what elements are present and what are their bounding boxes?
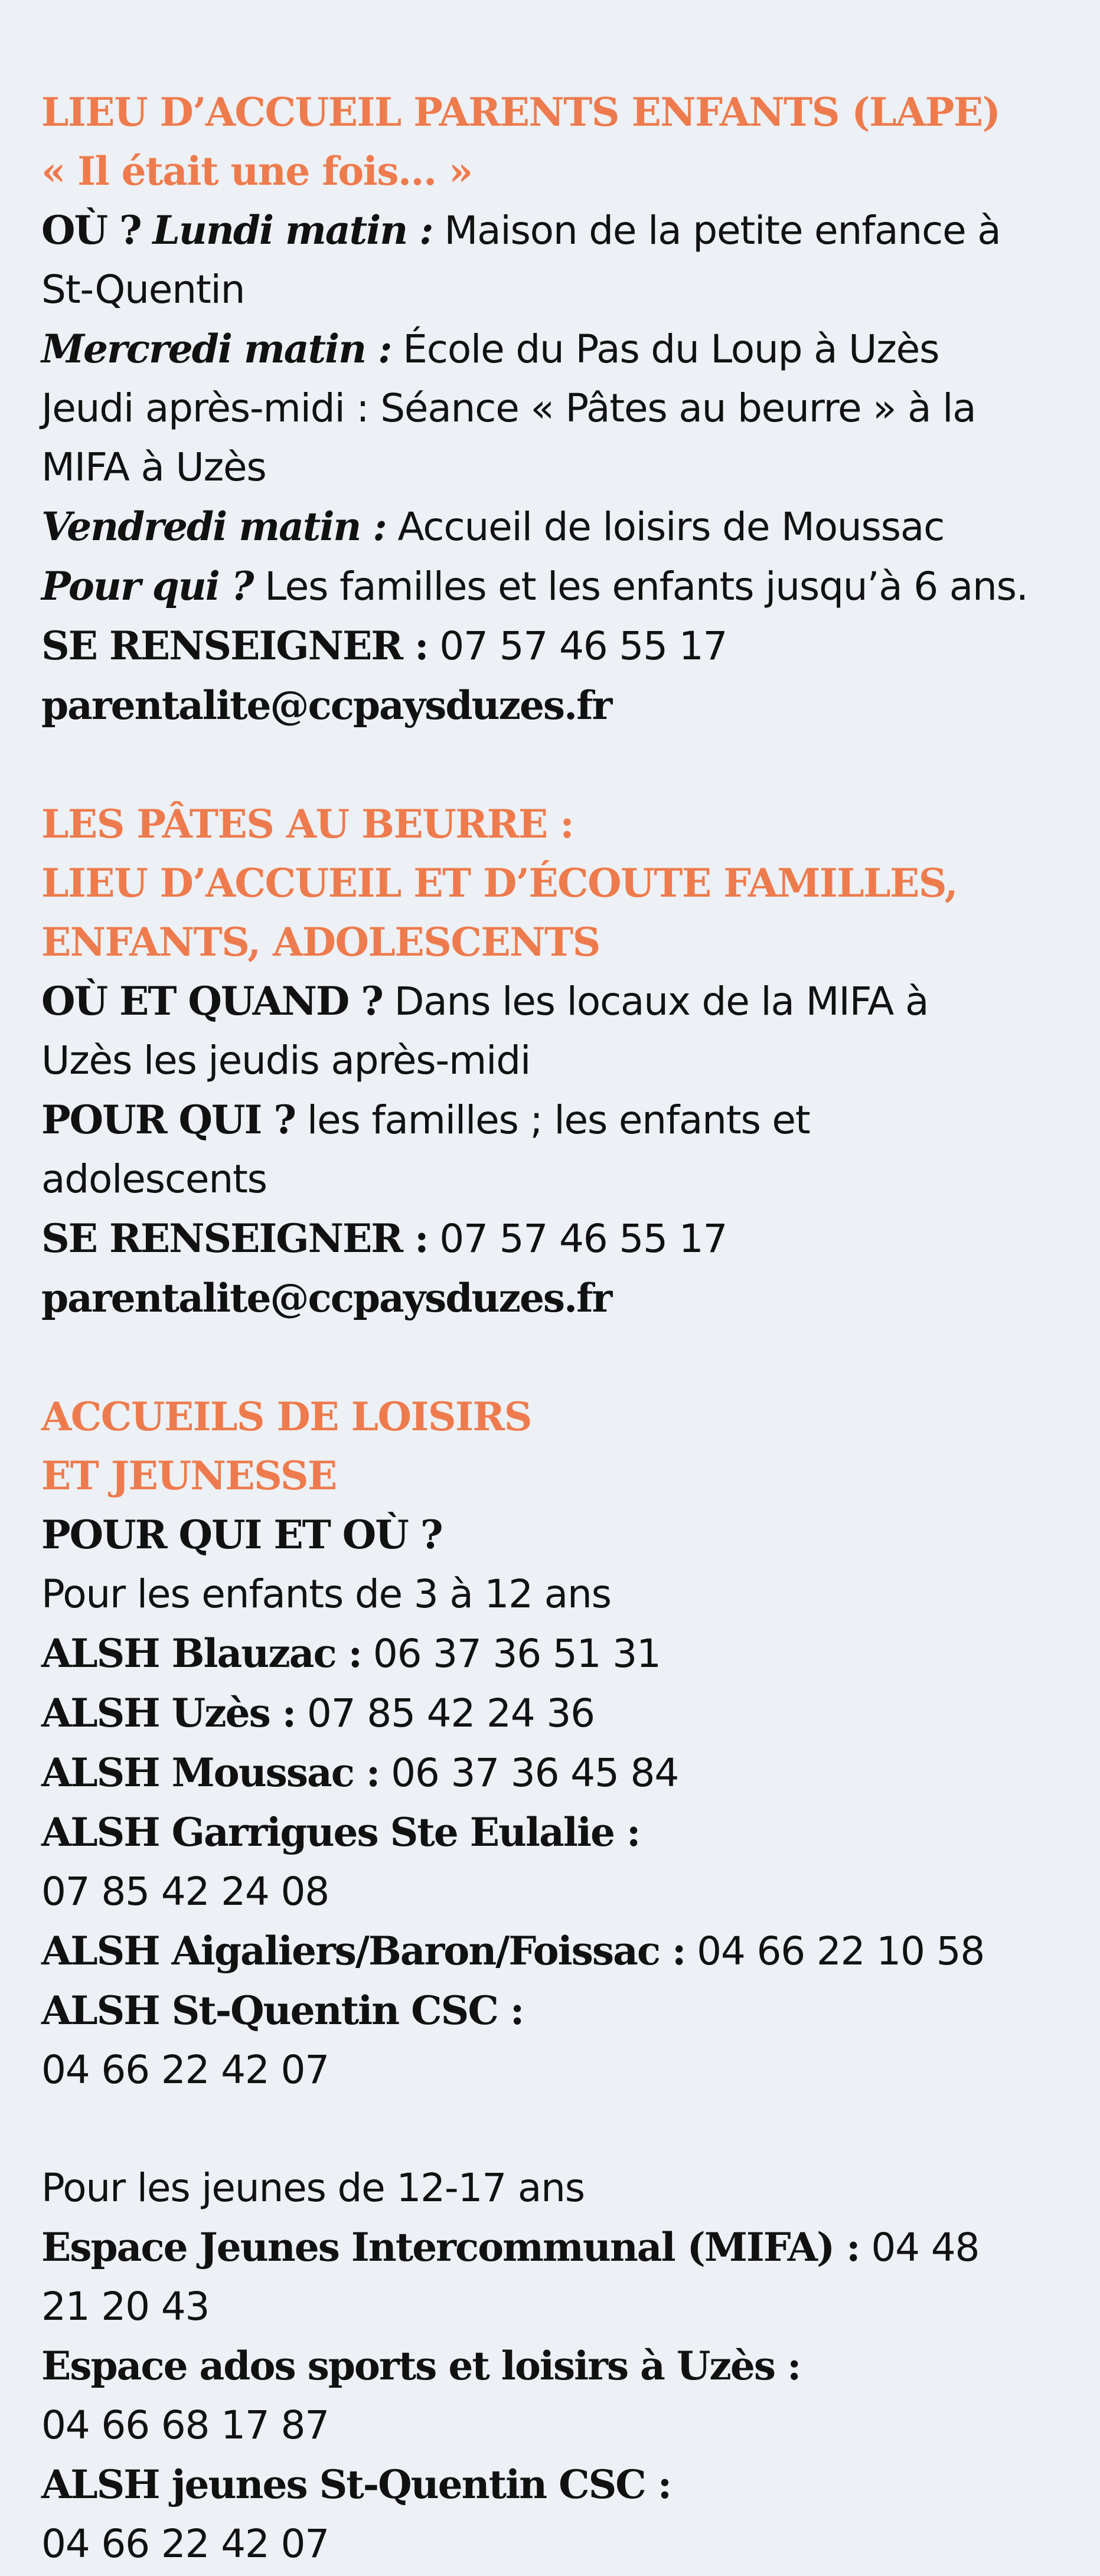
alsh-enfants-line: Pour les enfants de 3 à 12 ans — [41, 1565, 1065, 1624]
alsh-garrigues-line: ALSH Garrigues Ste Eulalie : — [41, 1803, 1065, 1862]
pour-qui-text: Les familles et les enfants jusqu’à 6 an… — [265, 564, 1029, 609]
email-address: parentalite@ccpaysduzes.fr — [41, 682, 612, 728]
lape-mercredi-line: Mercredi matin : École du Pas du Loup à … — [41, 319, 1065, 379]
espace-ados-label: Espace ados sports et loisirs à Uzès : — [41, 2343, 801, 2389]
pates-pour-qui-line-2: adolescents — [41, 1150, 1065, 1209]
alsh-aigaliers-line: ALSH Aigaliers/Baron/Foissac : 04 66 22 … — [41, 1921, 1065, 1981]
lape-vendredi-line: Vendredi matin : Accueil de loisirs de M… — [41, 497, 1065, 557]
lape-lundi-line-2: St-Quentin — [41, 260, 1065, 319]
alsh-espace-ados-line: Espace ados sports et loisirs à Uzès : — [41, 2336, 1065, 2396]
pates-renseigner-line: SE RENSEIGNER : 07 57 46 55 17 — [41, 1209, 1065, 1269]
alsh-jeunes-stquentin-phone-line: 04 66 22 42 07 — [41, 2515, 1065, 2574]
espace-jeunes-phone: 04 48 — [871, 2225, 980, 2270]
alsh-espace-jeunes-line-2: 21 20 43 — [41, 2277, 1065, 2336]
lundi-text-2: St-Quentin — [41, 267, 245, 312]
pour-qui-label: POUR QUI ? — [41, 1097, 296, 1143]
lundi-text: Maison de la petite enfance à — [444, 208, 1001, 253]
lape-jeudi-line-2: MIFA à Uzès — [41, 438, 1065, 497]
ou-quand-text-2: Uzès les jeudis après-midi — [41, 1038, 531, 1083]
ou-label: OÙ ? — [41, 207, 142, 253]
alsh-espace-ados-phone-line: 04 66 68 17 87 — [41, 2396, 1065, 2455]
pates-ou-quand-line-2: Uzès les jeudis après-midi — [41, 1031, 1065, 1090]
pour-qui-ou-label: POUR QUI ET OÙ ? — [41, 1512, 443, 1558]
alsh-stquentin-phone-line: 04 66 22 42 07 — [41, 2041, 1065, 2100]
espace-jeunes-phone-2: 21 20 43 — [41, 2284, 210, 2329]
alsh-moussac-line: ALSH Moussac : 06 37 36 45 84 — [41, 1743, 1065, 1803]
aigaliers-phone: 04 66 22 10 58 — [697, 1928, 985, 1974]
lape-lundi-line: OÙ ? Lundi matin : Maison de la petite e… — [41, 201, 1065, 260]
lape-email-line: parentalite@ccpaysduzes.fr — [41, 676, 1065, 735]
pour-qui-text-2: adolescents — [41, 1156, 267, 1202]
alsh-uzes-line: ALSH Uzès : 07 85 42 24 36 — [41, 1683, 1065, 1743]
alsh-blauzac-line: ALSH Blauzac : 06 37 36 51 31 — [41, 1624, 1065, 1683]
alsh-espace-jeunes-line: Espace Jeunes Intercommunal (MIFA) : 04 … — [41, 2218, 1065, 2277]
alsh-jeunes-line: Pour les jeunes de 12-17 ans — [41, 2159, 1065, 2218]
section-title-pates: LES PÂTES AU BEURRE : — [41, 801, 575, 847]
mercredi-text: École du Pas du Loup à Uzès — [403, 326, 939, 372]
espace-jeunes-label: Espace Jeunes Intercommunal (MIFA) : — [41, 2224, 861, 2270]
moussac-label: ALSH Moussac : — [41, 1750, 380, 1796]
renseigner-label: SE RENSEIGNER : — [41, 623, 429, 669]
section-pates-au-beurre: LES PÂTES AU BEURRE : LIEU D’ACCUEIL ET … — [41, 795, 1065, 1328]
aigaliers-label: ALSH Aigaliers/Baron/Foissac : — [41, 1928, 686, 1974]
uzes-label: ALSH Uzès : — [41, 1690, 296, 1736]
section-subtitle-lape: « Il était une fois… » — [41, 148, 473, 194]
alsh-jeunes-stquentin-line: ALSH jeunes St-Quentin CSC : — [41, 2455, 1065, 2515]
section-title-accueils: ACCUEILS DE LOISIRS — [41, 1394, 532, 1440]
garrigues-label: ALSH Garrigues Ste Eulalie : — [41, 1809, 641, 1855]
pour-qui-label: Pour qui ? — [41, 563, 254, 609]
lundi-label: Lundi matin : — [152, 207, 433, 253]
blauzac-phone: 06 37 36 51 31 — [373, 1631, 661, 1676]
lape-jeudi-line: Jeudi après-midi : Séance « Pâtes au beu… — [41, 379, 1065, 438]
pour-qui-text: les familles ; les enfants et — [306, 1097, 811, 1143]
jeunes-stquentin-phone: 04 66 22 42 07 — [41, 2521, 329, 2567]
uzes-phone: 07 85 42 24 36 — [306, 1691, 595, 1736]
jeudi-text-2: MIFA à Uzès — [41, 444, 267, 490]
pates-pour-qui-line: POUR QUI ? les familles ; les enfants et — [41, 1090, 1065, 1150]
vendredi-text: Accueil de loisirs de Moussac — [397, 504, 945, 550]
jeunes-stquentin-label: ALSH jeunes St-Quentin CSC : — [41, 2461, 672, 2508]
alsh-garrigues-phone-line: 07 85 42 24 08 — [41, 1862, 1065, 1921]
renseigner-label: SE RENSEIGNER : — [41, 1215, 429, 1261]
ou-quand-text: Dans les locaux de la MIFA à — [394, 979, 929, 1024]
mercredi-label: Mercredi matin : — [41, 326, 392, 372]
jeunes-text: Pour les jeunes de 12-17 ans — [41, 2165, 585, 2211]
enfants-text: Pour les enfants de 3 à 12 ans — [41, 1571, 612, 1617]
stquentin-phone: 04 66 22 42 07 — [41, 2047, 329, 2093]
phone-number: 07 57 46 55 17 — [439, 623, 727, 669]
section-lape: LIEU D’ACCUEIL PARENTS ENFANTS (LAPE) « … — [41, 83, 1065, 735]
phone-number: 07 57 46 55 17 — [439, 1216, 727, 1261]
section-title-accueils-line-2: ET JEUNESSE — [41, 1453, 337, 1499]
pates-email-line: parentalite@ccpaysduzes.fr — [41, 1269, 1065, 1328]
lape-renseigner-line: SE RENSEIGNER : 07 57 46 55 17 — [41, 616, 1065, 676]
ou-quand-label: OÙ ET QUAND ? — [41, 978, 384, 1024]
blauzac-label: ALSH Blauzac : — [41, 1630, 363, 1676]
lape-pour-qui-line: Pour qui ? Les familles et les enfants j… — [41, 557, 1065, 616]
section-title-pates-line-3: ENFANTS, ADOLESCENTS — [41, 919, 600, 965]
section-accueils-loisirs: ACCUEILS DE LOISIRS ET JEUNESSE POUR QUI… — [41, 1387, 1065, 2574]
alsh-pour-qui-ou-line: POUR QUI ET OÙ ? — [41, 1505, 1065, 1565]
pates-ou-quand-line: OÙ ET QUAND ? Dans les locaux de la MIFA… — [41, 972, 1065, 1031]
vendredi-label: Vendredi matin : — [41, 504, 387, 550]
stquentin-label: ALSH St-Quentin CSC : — [41, 1987, 524, 2034]
jeudi-text: Jeudi après-midi : Séance « Pâtes au beu… — [41, 385, 977, 431]
moussac-phone: 06 37 36 45 84 — [391, 1750, 679, 1796]
alsh-stquentin-line: ALSH St-Quentin CSC : — [41, 1981, 1065, 2041]
garrigues-phone: 07 85 42 24 08 — [41, 1869, 329, 1914]
section-title-lape: LIEU D’ACCUEIL PARENTS ENFANTS (LAPE) — [41, 89, 1001, 135]
email-address: parentalite@ccpaysduzes.fr — [41, 1275, 612, 1321]
section-title-pates-line-2: LIEU D’ACCUEIL ET D’ÉCOUTE FAMILLES, — [41, 860, 958, 906]
espace-ados-phone: 04 66 68 17 87 — [41, 2402, 329, 2448]
spacer — [41, 2100, 1065, 2159]
